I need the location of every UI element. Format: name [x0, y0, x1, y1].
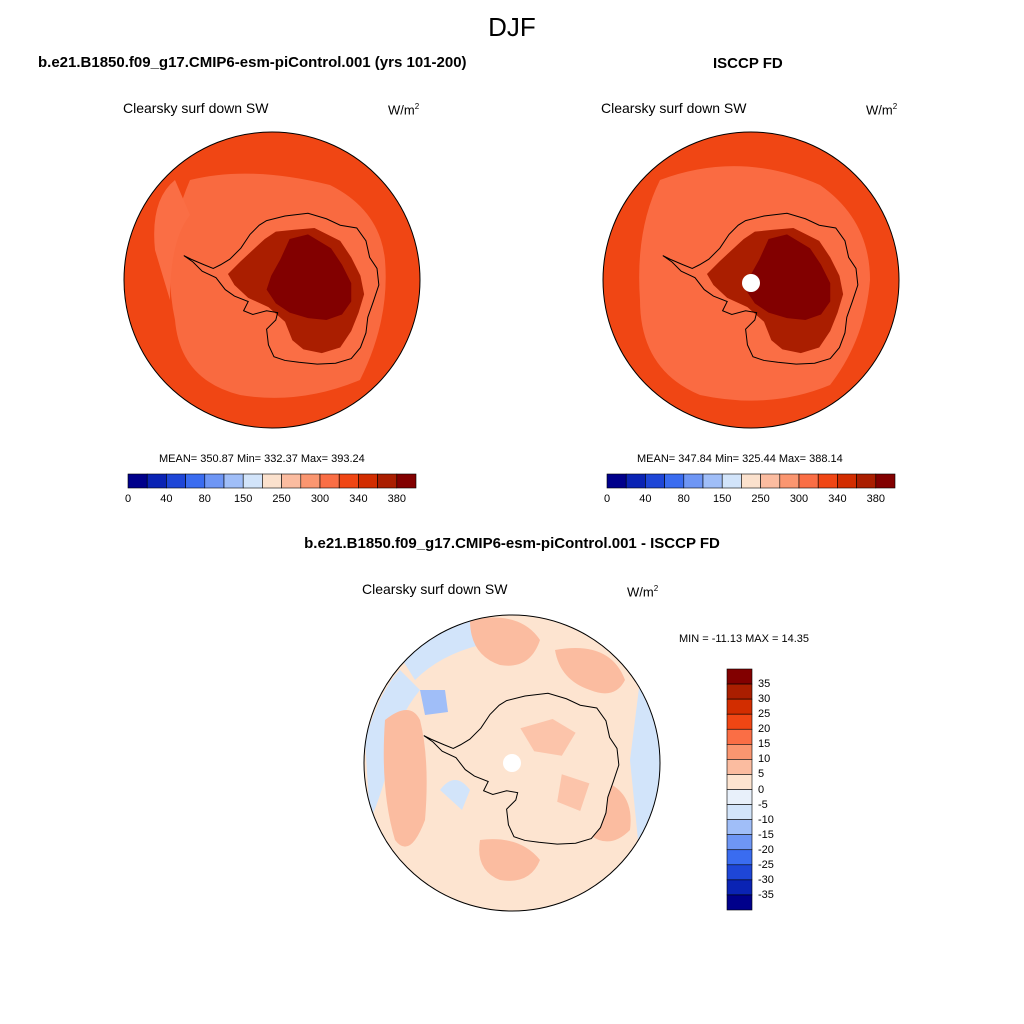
panel2-colorbar-tick-label: 40: [639, 493, 652, 505]
diff-colorbar-tick-label: 35: [758, 678, 771, 691]
panel2-colorbar-box: [760, 473, 781, 489]
panel1-colorbar-box: [338, 473, 359, 489]
panel1-colorbar-box: [396, 473, 417, 489]
panel2-colorbar-tick-label: 80: [677, 493, 690, 505]
panel2-variable: Clearsky surf down SW: [601, 100, 747, 116]
panel1-colorbar-tick-label: 380: [387, 493, 406, 505]
panel1-colorbar-box: [377, 473, 398, 489]
panel2-colorbar-box: [625, 473, 646, 489]
panel1-units: W/m2: [388, 102, 420, 118]
panel1-colorbar-box: [223, 473, 244, 489]
diff-colorbar-box: [726, 819, 753, 835]
diff-colorbar-tick-label: -25: [758, 858, 774, 871]
diff-colorbar-tick-label: -35: [758, 888, 774, 901]
panel2-colorbar-tick-label: 340: [828, 493, 847, 505]
panel1-colorbar-box: [204, 473, 225, 489]
panel1-colorbar: [127, 473, 417, 489]
diff-colorbar-tick-label: 20: [758, 723, 771, 736]
diff-colorbar-box: [726, 759, 753, 775]
panel1-colorbar-box: [319, 473, 340, 489]
panel1-colorbar-box: [300, 473, 321, 489]
diff-colorbar-tick-label: -5: [758, 798, 768, 811]
diff-colorbar-tick-label: -20: [758, 843, 774, 856]
diff-colorbar-box: [726, 668, 753, 685]
panel1-colorbar-tick-label: 80: [198, 493, 211, 505]
diff-map: [363, 614, 661, 912]
panel1-colorbar-box: [281, 473, 302, 489]
diff-colorbar-box: [726, 683, 753, 700]
panel1-colorbar-tick-label: 0: [124, 493, 132, 505]
diff-colorbar-box: [726, 728, 753, 745]
diff-colorbar-tick-label: 15: [758, 738, 771, 751]
diff-case-title: b.e21.B1850.f09_g17.CMIP6-esm-piControl.…: [304, 535, 720, 552]
panel1-colorbar-tick-label: 300: [310, 493, 330, 505]
panel2-colorbar-tick-label: 150: [713, 493, 732, 505]
panel2-colorbar-box: [817, 473, 838, 489]
panel2-units: W/m2: [866, 102, 898, 118]
panel2-colorbar-box: [702, 473, 723, 489]
panel1-colorbar-box: [146, 473, 167, 489]
panel1-colorbar-box: [242, 473, 263, 489]
panel2-colorbar-tick-label: 380: [866, 493, 885, 505]
panel1-case-title: b.e21.B1850.f09_g17.CMIP6-esm-piControl.…: [38, 54, 467, 71]
panel2-colorbar-tick-label: 300: [789, 493, 809, 505]
panel2-colorbar-tick-label: 250: [751, 493, 770, 505]
diff-colorbar: [726, 668, 753, 911]
panel2-colorbar-box: [837, 473, 857, 489]
panel2-colorbar-box: [606, 473, 627, 489]
diff-colorbar-tick-label: 10: [758, 753, 771, 766]
panel2-map: [602, 131, 900, 429]
panel2-colorbar-box: [645, 473, 665, 489]
diff-colorbar-box: [726, 834, 753, 851]
panel2-colorbar-box: [875, 473, 896, 489]
diff-colorbar-tick-label: 5: [758, 768, 765, 781]
panel1-colorbar-tick-label: 340: [349, 493, 368, 505]
diff-colorbar-box: [726, 804, 753, 820]
diff-stats: MIN = -11.13 MAX = 14.35: [679, 633, 810, 645]
diff-colorbar-box: [726, 894, 753, 911]
panel1-variable: Clearsky surf down SW: [123, 100, 269, 116]
diff-colorbar-tick-label: -30: [758, 873, 774, 886]
diff-colorbar-tick-label: -15: [758, 828, 774, 841]
diff-colorbar-tick-label: -10: [758, 813, 774, 826]
panel2-colorbar-box: [683, 473, 704, 489]
panel2-case-title: ISCCP FD: [713, 55, 783, 72]
panel1-map: [123, 131, 421, 429]
panel1-colorbar-box: [358, 473, 378, 489]
panel2-colorbar-box: [856, 473, 877, 489]
diff-colorbar-tick-label: 25: [758, 708, 771, 721]
diff-colorbar-box: [726, 698, 753, 715]
diff-colorbar-box: [726, 879, 753, 896]
diff-colorbar-box: [726, 744, 753, 760]
diff-colorbar-tick-label: 0: [758, 783, 765, 796]
diff-variable: Clearsky surf down SW: [362, 581, 508, 597]
panel2-colorbar-tick-label: 0: [603, 493, 611, 505]
diff-colorbar-box: [726, 789, 753, 805]
panel1-colorbar-tick-label: 40: [160, 493, 173, 505]
panel1-colorbar-tick-label: 250: [272, 493, 291, 505]
diff-colorbar-box: [726, 774, 753, 790]
panel1-colorbar-tick-label: 150: [234, 493, 253, 505]
panel1-stats: MEAN= 350.87 Min= 332.37 Max= 393.24: [159, 453, 365, 465]
panel2-colorbar-box: [741, 473, 761, 489]
panel2-colorbar-box: [779, 473, 800, 489]
diff-colorbar-box: [726, 713, 753, 730]
panel1-colorbar-box: [166, 473, 186, 489]
panel2-colorbar-box: [798, 473, 819, 489]
diff-colorbar-box: [726, 849, 753, 866]
panel2-stats: MEAN= 347.84 Min= 325.44 Max= 388.14: [637, 453, 843, 465]
panel1-colorbar-box: [262, 473, 282, 489]
diff-units: W/m2: [627, 584, 659, 600]
panel2-colorbar-box: [721, 473, 742, 489]
panel1-colorbar-box: [185, 473, 206, 489]
panel2-colorbar-box: [664, 473, 685, 489]
panel1-colorbar-box: [127, 473, 148, 489]
page-title: DJF: [488, 12, 536, 42]
diff-colorbar-box: [726, 864, 753, 881]
panel2-colorbar: [606, 473, 896, 489]
diff-colorbar-tick-label: 30: [758, 693, 771, 706]
